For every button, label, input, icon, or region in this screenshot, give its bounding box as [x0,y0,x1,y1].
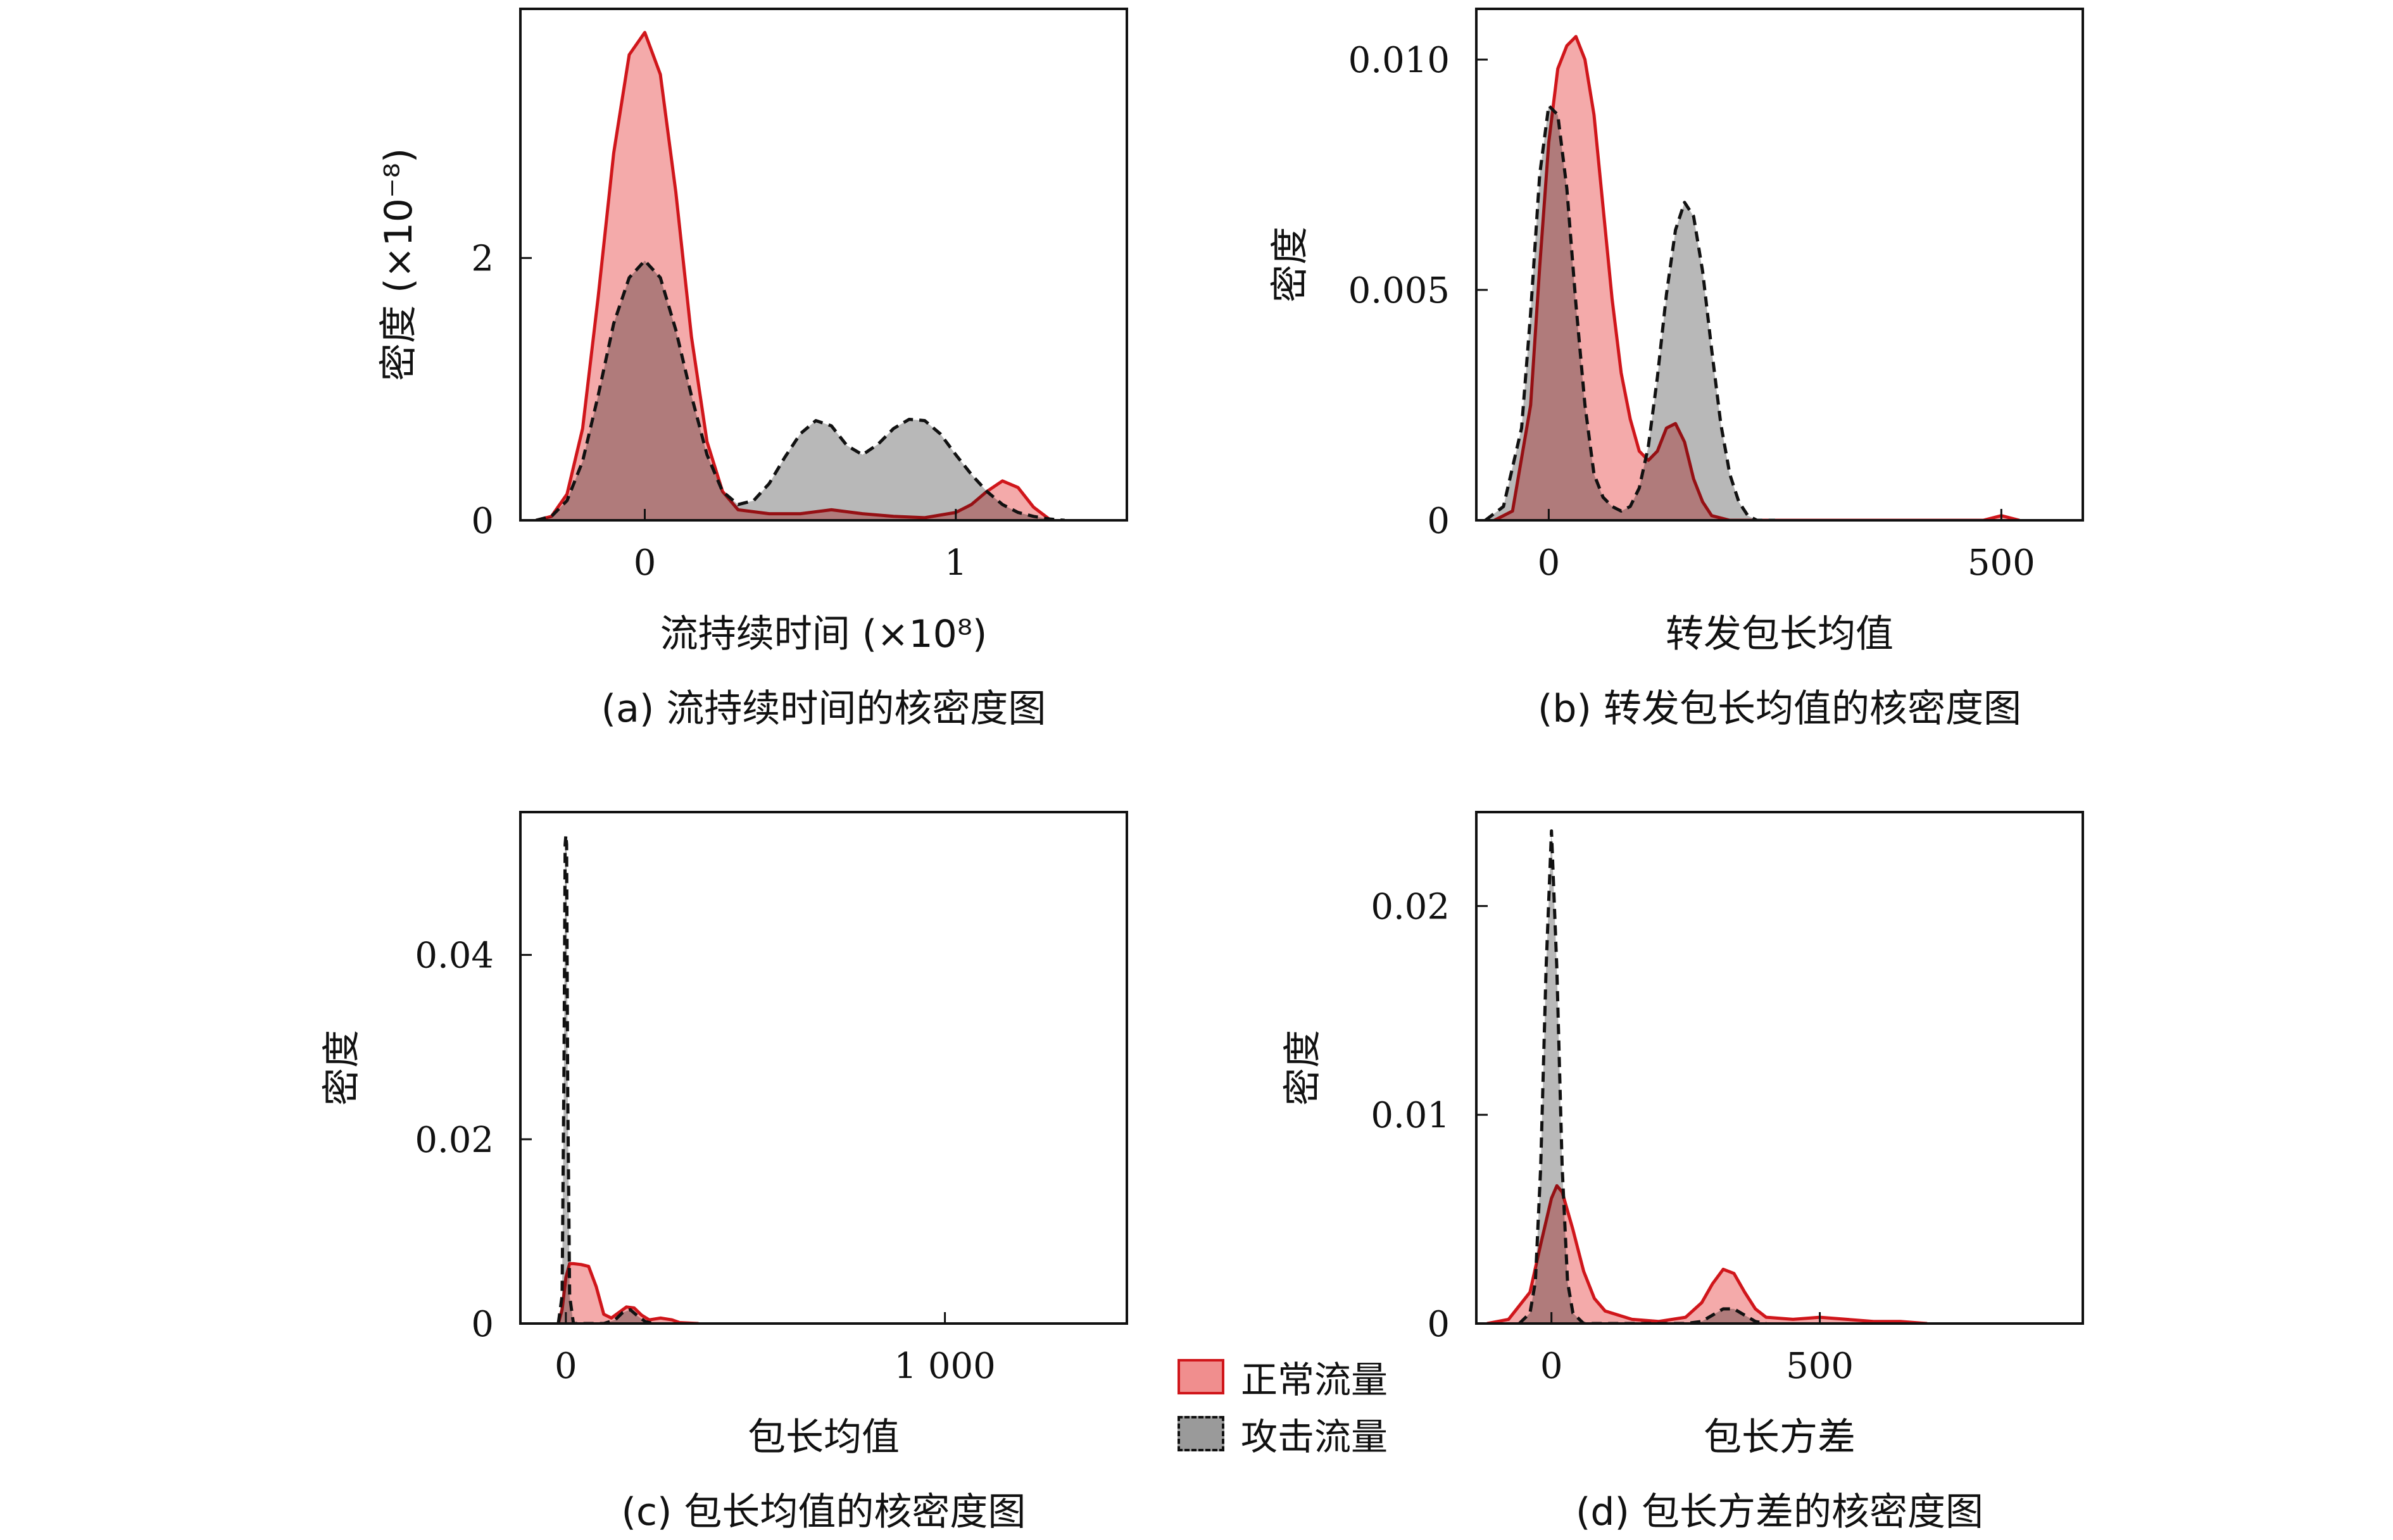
y-tick-label-b-0: 0 [1427,501,1450,542]
y-tick-label-d-0: 0 [1427,1304,1450,1345]
plot-area-c [556,833,699,1324]
series-line-normal-b [1493,35,2020,520]
x-tick-label-a-1: 1 [945,542,967,584]
legend: 正常流量 攻击流量 [1178,1348,1388,1462]
y-axis-label-c: 密度 [320,1030,364,1106]
x-tick-label-d-1: 500 [1786,1346,1854,1387]
y-tick-label-d-2: 0.02 [1371,886,1450,927]
series-fill-normal-c [558,1263,699,1324]
legend-label-attack: 攻击流量 [1241,1415,1388,1458]
chart-c: 0 1 000 0 0.02 0.04 包长均值 密度 (c) 包长均值的核密度图 [320,811,1128,1534]
x-tick-label-d-0: 0 [1540,1346,1563,1387]
series-line-attack-b [1484,104,1775,520]
x-axis-label-a: 流持续时间 (×10⁸) [660,612,988,656]
y-axis-label-d: 密度 [1281,1030,1325,1106]
y-axis-label-b: 密度 [1268,227,1312,303]
y-axis-label-a: 密度 (×10⁻⁸) [377,148,421,381]
y-tick-label-c-2: 0.04 [415,936,494,977]
series-line-normal-c [556,1261,699,1324]
y-tick-label-c-0: 0 [471,1304,494,1345]
x-tick-label-c-0: 0 [555,1346,577,1387]
plot-area-b [1484,35,2020,520]
chart-b: 0 500 0 0.005 0.010 转发包长均值 密度 (b) 转发包长均值的核密度图 [1268,8,2084,731]
x-axis-label-b: 转发包长均值 [1666,612,1894,656]
legend-item-normal: 正常流量 [1178,1348,1388,1405]
plot-area-a [535,30,1065,520]
y-tick-label-d-1: 0.01 [1371,1095,1450,1136]
y-tick-label-a-0: 0 [471,501,494,542]
chart-a: 0 1 0 2 流持续时间 (×10⁸) 密度 (×10⁻⁸) (a) 流持续时间的核密度图 [377,8,1128,731]
series-line-attack-a [535,259,1065,520]
plot-frame-c [519,811,1128,1325]
legend-item-attack: 攻击流量 [1178,1405,1388,1462]
caption-a: (a) 流持续时间的核密度图 [601,687,1046,731]
y-tick-label-b-1: 0.005 [1348,270,1450,311]
legend-swatch-normal [1178,1359,1224,1394]
plot-frame-d [1475,811,2084,1325]
plot-frame-b [1475,8,2084,522]
x-axis-label-c: 包长均值 [748,1415,900,1460]
x-tick-label-b-0: 0 [1538,542,1561,584]
y-tick-label-a-1: 2 [471,239,494,280]
caption-b: (b) 转发包长均值的核密度图 [1538,687,2021,731]
plot-area-d [1486,829,1928,1324]
x-tick-label-a-0: 0 [634,542,656,584]
series-fill-attack-d [1519,830,1766,1324]
x-tick-label-c-1: 1 000 [894,1346,995,1387]
legend-swatch-attack [1178,1416,1224,1451]
plot-frame-a [519,8,1128,522]
series-line-attack-c [556,833,654,1324]
series-fill-attack-a [536,260,1065,520]
series-fill-attack-b [1485,105,1775,520]
series-line-attack-d [1518,829,1767,1324]
y-tick-label-b-2: 0.010 [1348,40,1450,81]
chart-d: 0 500 0 0.01 0.02 包长方差 密度 (d) 包长方差的核密度图 [1281,811,2084,1534]
series-fill-attack-c [558,835,653,1324]
legend-label-normal: 正常流量 [1241,1358,1388,1401]
caption-d: (d) 包长方差的核密度图 [1576,1490,1983,1534]
y-tick-label-c-1: 0.02 [415,1120,494,1161]
x-tick-label-b-1: 500 [1968,542,2035,584]
caption-c: (c) 包长均值的核密度图 [622,1490,1026,1534]
x-axis-label-d: 包长方差 [1704,1415,1856,1460]
